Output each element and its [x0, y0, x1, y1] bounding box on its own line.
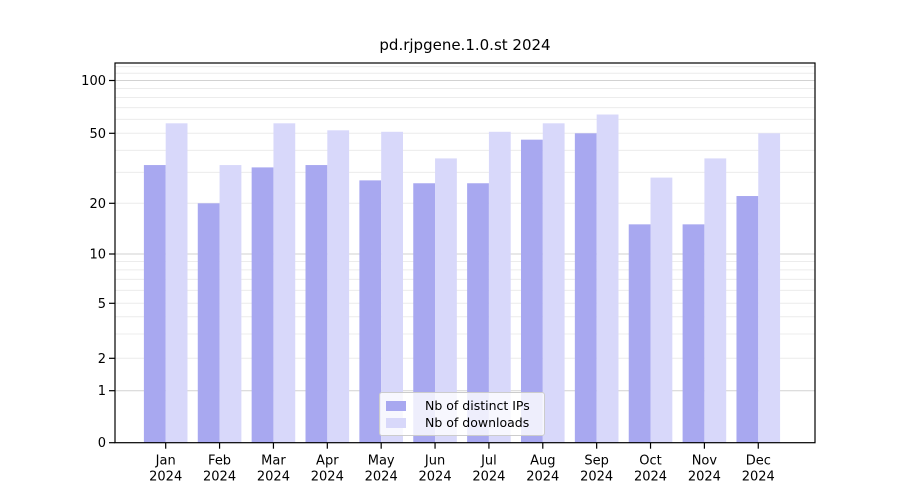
- x-tick-label-year: 2024: [365, 470, 398, 485]
- bar-distinct-ips-dec: [736, 196, 759, 443]
- x-tick-label-month: May: [368, 454, 395, 469]
- x-tick-label-year: 2024: [203, 470, 236, 485]
- bar-downloads-dec: [758, 133, 781, 443]
- x-tick-label-year: 2024: [472, 470, 505, 485]
- x-tick-label-year: 2024: [742, 470, 775, 485]
- legend-row-downloads: Nb of downloads: [386, 414, 544, 431]
- axes-frame: [114, 62, 816, 444]
- bar-downloads-mar: [273, 123, 296, 443]
- x-tick-label-year: 2024: [688, 470, 721, 485]
- x-tick-label-month: Mar: [261, 454, 286, 469]
- legend-label-distinct-ips: Nb of distinct IPs: [425, 398, 530, 413]
- x-tick-label-month: Jun: [424, 454, 445, 469]
- legend-swatch-distinct-ips: [386, 400, 406, 411]
- y-tick-label: 2: [98, 352, 106, 367]
- x-tick-label-year: 2024: [634, 470, 667, 485]
- bar-downloads-aug: [542, 123, 565, 443]
- bar-distinct-ips-nov: [682, 224, 705, 443]
- x-tick-label-month: Apr: [316, 454, 339, 469]
- bar-downloads-jun: [435, 158, 457, 443]
- y-tick-label: 5: [98, 297, 106, 312]
- x-tick-label-year: 2024: [580, 470, 613, 485]
- x-tick-label-month: Jul: [480, 454, 497, 469]
- x-tick-label-year: 2024: [526, 470, 559, 485]
- x-tick-label-month: Dec: [746, 454, 771, 469]
- legend: Nb of distinct IPs Nb of downloads: [379, 392, 545, 436]
- x-tick-label-month: Jan: [155, 454, 176, 469]
- x-tick-label-month: Oct: [639, 454, 661, 469]
- legend-swatch-downloads: [386, 417, 406, 428]
- y-tick-label: 0: [98, 436, 106, 451]
- bar-distinct-ips-mar: [251, 167, 274, 443]
- bar-downloads-may: [381, 131, 403, 443]
- bar-distinct-ips-apr: [305, 165, 328, 443]
- x-tick-label-year: 2024: [257, 470, 290, 485]
- bar-downloads-oct: [650, 177, 673, 443]
- bar-downloads-apr: [327, 130, 350, 443]
- y-tick-label: 100: [81, 74, 106, 89]
- bar-distinct-ips-may: [359, 180, 382, 443]
- bar-distinct-ips-jul: [467, 183, 489, 443]
- bar-distinct-ips-jan: [143, 165, 166, 443]
- bar-downloads-jan: [165, 123, 188, 443]
- bar-downloads-sep: [596, 114, 619, 443]
- x-tick-label-year: 2024: [149, 470, 182, 485]
- y-tick-label: 1: [98, 384, 106, 399]
- y-tick-label: 50: [89, 127, 106, 142]
- bar-downloads-feb: [219, 165, 242, 443]
- bar-distinct-ips-aug: [520, 139, 543, 443]
- y-tick-label: 10: [89, 248, 106, 263]
- x-tick-label-month: Sep: [584, 454, 609, 469]
- x-tick-label-month: Nov: [692, 454, 718, 469]
- bar-distinct-ips-feb: [197, 203, 220, 443]
- x-tick-label-month: Feb: [208, 454, 231, 469]
- chart-title: pd.rjpgene.1.0.st 2024: [379, 36, 551, 54]
- bar-downloads-nov: [704, 158, 727, 443]
- legend-row-distinct-ips: Nb of distinct IPs: [386, 397, 544, 414]
- bar-distinct-ips-oct: [628, 224, 651, 443]
- y-tick-label: 20: [89, 197, 106, 212]
- bar-distinct-ips-sep: [574, 133, 597, 443]
- x-tick-label-year: 2024: [419, 470, 452, 485]
- legend-label-downloads: Nb of downloads: [425, 415, 530, 430]
- x-tick-label-month: Aug: [530, 454, 555, 469]
- x-tick-label-year: 2024: [311, 470, 344, 485]
- bar-downloads-jul: [488, 131, 511, 443]
- bar-distinct-ips-jun: [413, 183, 436, 443]
